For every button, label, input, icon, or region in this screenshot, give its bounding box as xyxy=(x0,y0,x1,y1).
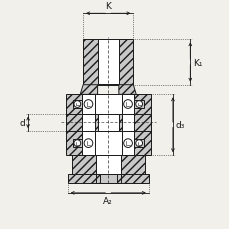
Circle shape xyxy=(123,139,132,148)
Bar xyxy=(134,101,143,108)
Text: A₂: A₂ xyxy=(103,196,113,205)
Text: d: d xyxy=(19,118,25,127)
Bar xyxy=(94,131,121,155)
Circle shape xyxy=(123,100,132,109)
Bar xyxy=(82,95,94,114)
Bar xyxy=(121,131,134,155)
Bar xyxy=(134,114,150,131)
Bar xyxy=(134,140,143,147)
Bar xyxy=(95,155,120,177)
Circle shape xyxy=(74,140,80,147)
Bar xyxy=(83,40,133,85)
Bar xyxy=(82,114,134,131)
Bar xyxy=(97,40,118,84)
Bar xyxy=(99,174,116,183)
Bar xyxy=(94,114,121,131)
Polygon shape xyxy=(80,85,97,95)
Polygon shape xyxy=(118,85,136,95)
Bar xyxy=(71,155,144,178)
Text: K₁: K₁ xyxy=(192,58,202,67)
Text: K: K xyxy=(105,2,111,11)
Bar xyxy=(94,95,121,114)
Text: S₁: S₁ xyxy=(115,123,125,132)
Circle shape xyxy=(74,101,80,108)
Circle shape xyxy=(135,101,142,108)
Bar xyxy=(72,140,82,147)
Text: d₃: d₃ xyxy=(175,121,184,130)
Bar xyxy=(95,174,120,183)
Bar xyxy=(134,95,150,155)
Bar xyxy=(82,131,134,155)
Bar xyxy=(82,131,94,155)
Text: B₁: B₁ xyxy=(115,114,125,123)
Circle shape xyxy=(84,139,92,148)
Bar xyxy=(121,95,134,114)
Bar xyxy=(72,101,82,108)
Bar xyxy=(82,95,134,114)
Bar xyxy=(97,114,118,131)
Bar xyxy=(65,114,82,131)
Bar xyxy=(67,174,148,183)
Circle shape xyxy=(84,100,92,109)
Circle shape xyxy=(135,140,142,147)
Bar xyxy=(65,95,82,155)
